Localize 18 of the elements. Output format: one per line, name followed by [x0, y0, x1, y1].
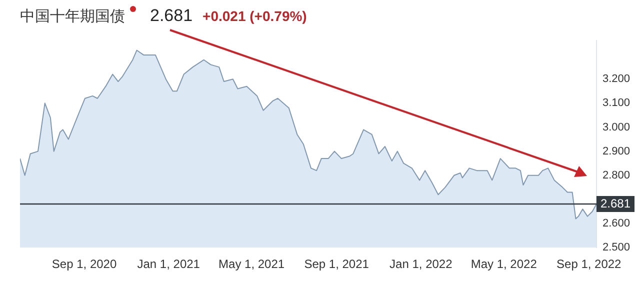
chart-title: 中国十年期国债: [20, 6, 125, 26]
ref-line-label: 2.681: [600, 196, 631, 210]
y-tick-label: 3.200: [602, 73, 630, 86]
text: +0.021 (+0.79%): [202, 8, 307, 24]
y-tick-label: 2.500: [602, 242, 630, 254]
y-tick-label: 3.000: [602, 121, 630, 134]
y-tick-label: 2.600: [602, 218, 630, 230]
x-tick-label: Sep 1, 2022: [556, 257, 622, 272]
x-tick-label: Sep 1, 2020: [52, 257, 117, 272]
x-tick-label: Sep 1, 2021: [304, 257, 370, 272]
x-tick-label: Jan 1, 2022: [390, 257, 453, 272]
x-tick-label: Jan 1, 2021: [137, 257, 200, 272]
y-tick-label: 2.900: [602, 145, 630, 158]
y-tick-label: 2.800: [602, 169, 630, 182]
x-tick-label: May 1, 2021: [218, 257, 285, 272]
y-tick-label: 3.100: [602, 97, 630, 110]
chart-subtitle: 2.681: [150, 6, 193, 26]
x-tick-label: May 1, 2022: [470, 257, 538, 272]
